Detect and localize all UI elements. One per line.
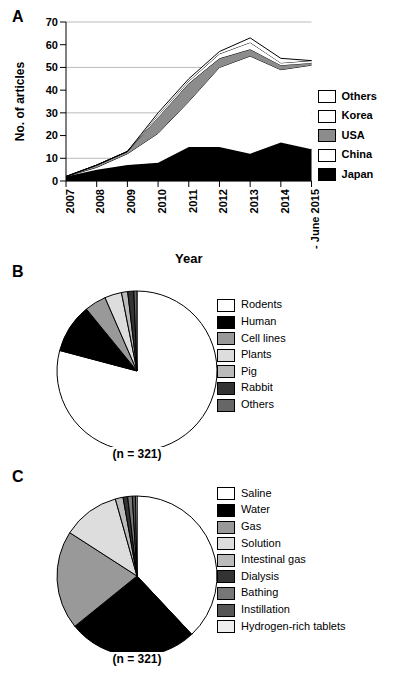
svg-text:2011: 2011 <box>187 189 199 213</box>
html-text:Instillation: Instillation <box>241 603 290 615</box>
html-text:Saline: Saline <box>241 486 272 499</box>
html-text:Japan: Japan <box>341 167 374 180</box>
svg-text:2008: 2008 <box>95 189 107 213</box>
html-text:Gas: Gas <box>241 520 262 532</box>
svg-text:70: 70 <box>46 16 58 28</box>
html-text:Korea: Korea <box>341 109 373 122</box>
svg-text:2007: 2007 <box>64 189 76 213</box>
html-text:C: C <box>12 468 24 485</box>
svg-text:2012: 2012 <box>217 189 229 213</box>
svg-text:2013: 2013 <box>248 189 260 213</box>
html-text:Rabbit: Rabbit <box>241 381 273 394</box>
svg-text:2010: 2010 <box>156 189 168 213</box>
html-text:(n = 321): (n = 321) <box>112 652 162 666</box>
svg-text:50: 50 <box>46 61 58 73</box>
html-text:(n = 321): (n = 321) <box>112 447 162 461</box>
svg-text:Year: Year <box>175 251 202 263</box>
html-text:Water: Water <box>241 503 270 516</box>
svg-text:20: 20 <box>46 129 58 141</box>
svg-text:2014: 2014 <box>279 188 291 213</box>
html-text:Plants: Plants <box>241 348 272 361</box>
html-text:Intestinal gas: Intestinal gas <box>241 553 306 566</box>
html-text:A: A <box>12 8 24 25</box>
svg-text:60: 60 <box>46 39 58 51</box>
svg-text:30: 30 <box>46 107 58 119</box>
svg-text:- June 2015: - June 2015 <box>309 189 321 249</box>
svg-text:No. of articles: No. of articles <box>13 62 27 142</box>
html-text:Hydrogen-rich tablets: Hydrogen-rich tablets <box>241 619 346 632</box>
html-text:Bathing: Bathing <box>241 586 279 599</box>
html-text:Others: Others <box>341 89 377 102</box>
html-text:Solution: Solution <box>241 536 281 549</box>
svg-text:40: 40 <box>46 84 58 96</box>
html-text:B: B <box>12 263 24 280</box>
html-text:Human: Human <box>241 315 277 327</box>
html-text:Pig: Pig <box>241 364 257 377</box>
html-text:Cell lines: Cell lines <box>241 331 286 344</box>
html-text:Dialysis: Dialysis <box>241 569 279 582</box>
html-text:Others: Others <box>241 398 274 410</box>
svg-text:0: 0 <box>52 175 58 187</box>
svg-text:10: 10 <box>46 152 58 164</box>
html-text:China: China <box>341 148 373 161</box>
html-text:Rodents: Rodents <box>241 298 282 311</box>
html-text:USA: USA <box>341 128 365 141</box>
svg-text:2009: 2009 <box>125 189 137 213</box>
